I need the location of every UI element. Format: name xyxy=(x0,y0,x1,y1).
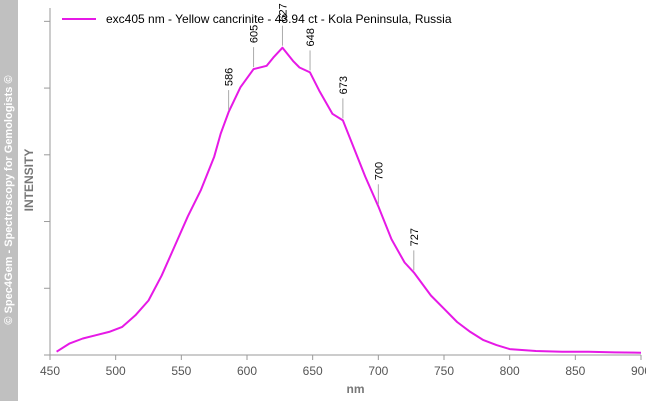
peak-label: 627 xyxy=(277,3,289,21)
y-axis-title: INTENSITY xyxy=(22,149,36,212)
x-tick-label: 450 xyxy=(40,364,60,378)
peak-label: 586 xyxy=(224,68,236,86)
y-ticks xyxy=(44,20,50,356)
x-tick-label: 650 xyxy=(303,364,323,378)
peak-label: 648 xyxy=(305,28,317,46)
x-tick-label: 900 xyxy=(631,364,646,378)
axes xyxy=(49,8,641,356)
x-tick-label: 600 xyxy=(237,364,257,378)
x-tick-label: 750 xyxy=(434,364,454,378)
x-tick-label: 500 xyxy=(106,364,126,378)
legend: exc405 nm - Yellow cancrinite - 43.94 ct… xyxy=(62,12,452,26)
x-tick-label: 700 xyxy=(368,364,388,378)
x-axis-title: nm xyxy=(347,382,365,396)
x-ticks: 450 500 550 600 650 700 750 800 850 900 xyxy=(40,355,646,378)
x-tick-label: 550 xyxy=(171,364,191,378)
legend-label: exc405 nm - Yellow cancrinite - 43.94 ct… xyxy=(106,12,452,26)
peak-label: 700 xyxy=(373,162,385,180)
peak-label: 727 xyxy=(409,228,421,246)
series-line xyxy=(56,46,642,354)
watermark-sidebar: © Spec4Gem - Spectroscopy for Gemologist… xyxy=(0,0,18,401)
peak-label: 605 xyxy=(249,25,261,43)
peak-annotations: 586 605 627 648 673 700 727 xyxy=(224,3,421,271)
peak-label: 673 xyxy=(338,76,350,94)
series-layer xyxy=(56,46,642,354)
x-tick-label: 800 xyxy=(500,364,520,378)
x-tick-label: 850 xyxy=(565,364,585,378)
